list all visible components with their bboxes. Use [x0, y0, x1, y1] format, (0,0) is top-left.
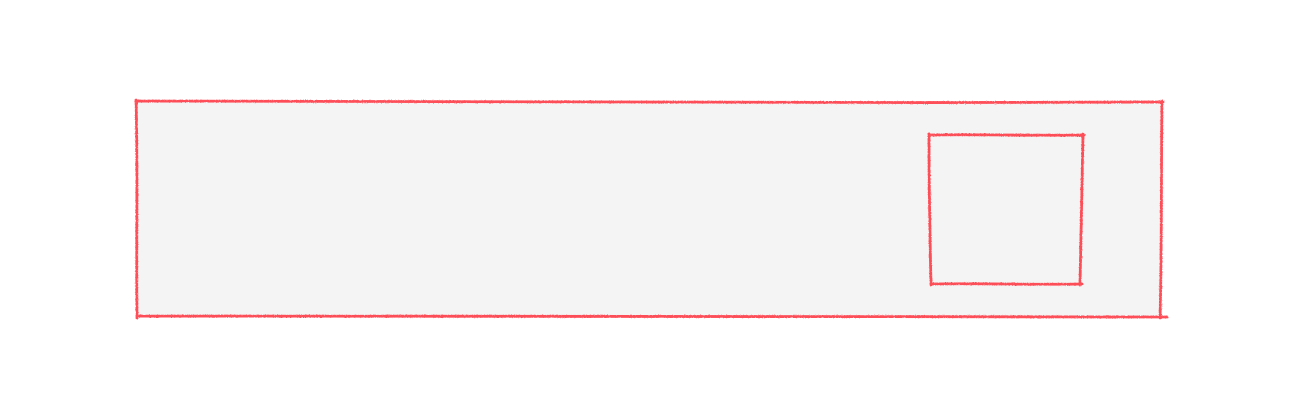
- inner-box-outline: [927, 132, 1086, 287]
- outer-box-outline: [134, 98, 1169, 320]
- outer-box: [137, 101, 1162, 317]
- inner-box: [930, 135, 1083, 284]
